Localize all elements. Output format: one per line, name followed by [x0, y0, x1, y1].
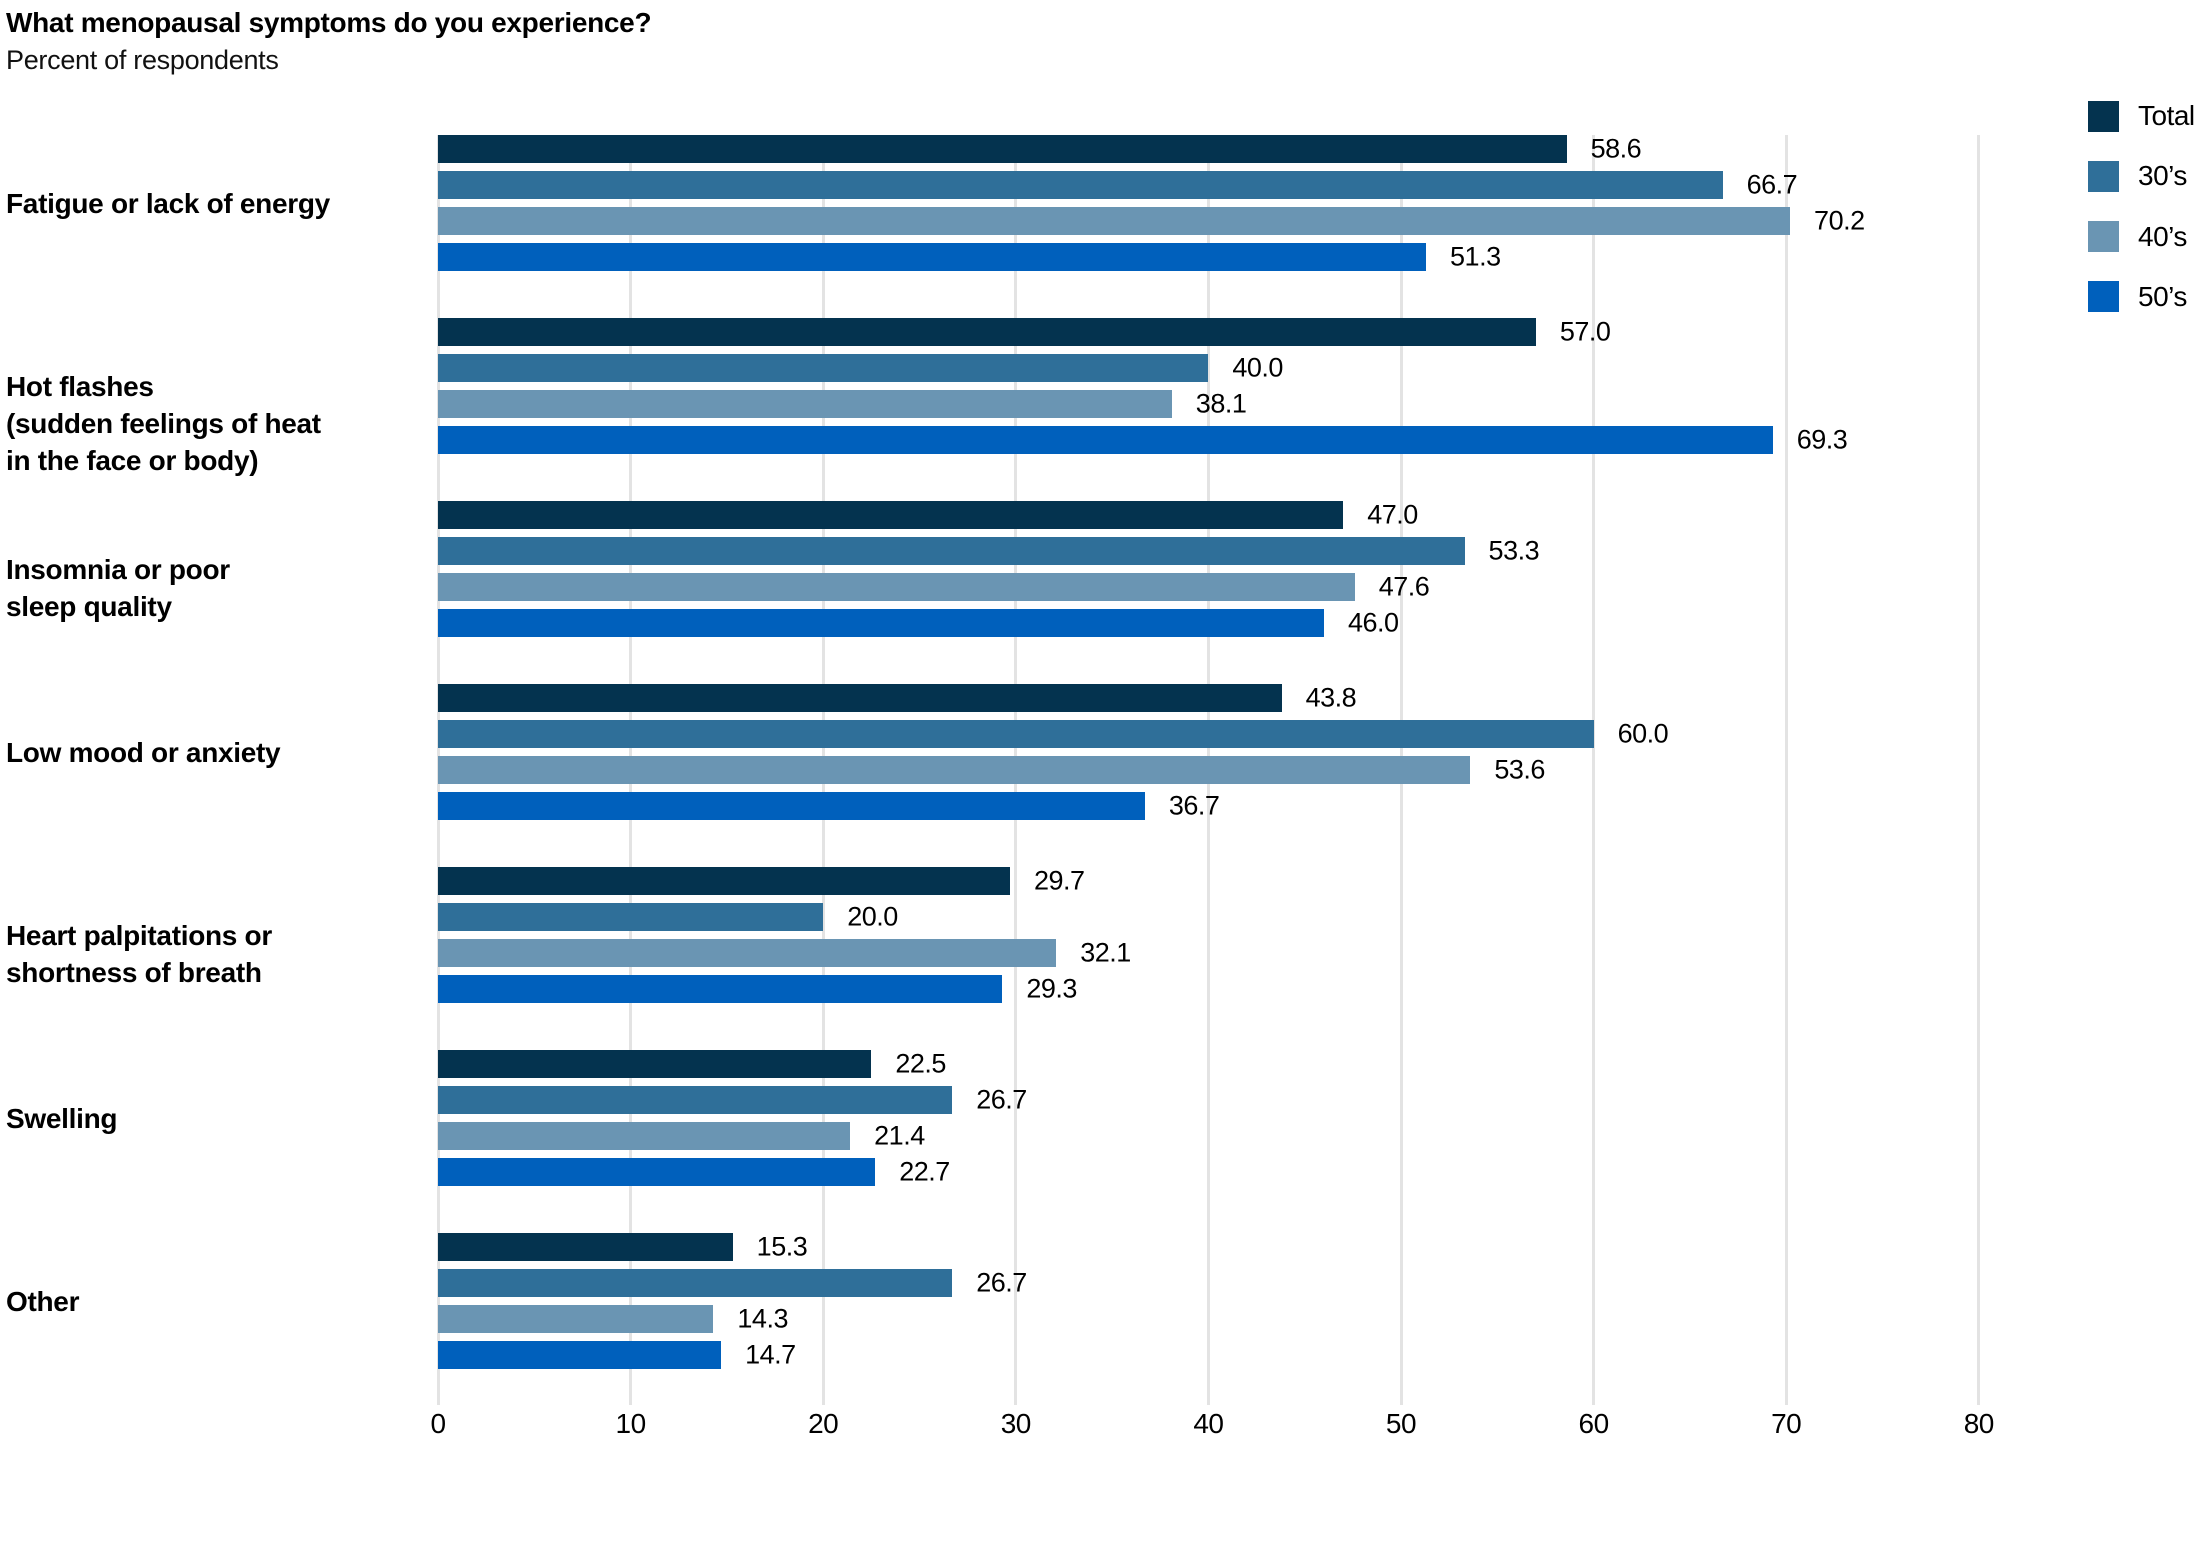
value-label: 21.4: [874, 1120, 925, 1151]
value-label: 66.7: [1746, 169, 1798, 200]
value-label: 40.0: [1232, 352, 1283, 383]
category-label: Hot flashes (sudden feelings of heat in …: [6, 370, 321, 476]
bar-50s-segment: [438, 609, 1324, 637]
x-tick-label: 30: [1000, 1408, 1032, 1439]
value-label: 57.0: [1559, 316, 1611, 347]
value-label: 26.7: [976, 1267, 1027, 1298]
bar-Total-segment: [438, 1233, 733, 1261]
value-label: 53.3: [1488, 535, 1540, 566]
legend-swatch: [2088, 281, 2119, 313]
value-label: 29.3: [1026, 973, 1077, 1004]
bar-40s-segment: [438, 573, 1355, 601]
bar-30s-segment: [438, 720, 1594, 748]
bar-30s-segment: [438, 354, 1209, 382]
value-label: 20.0: [847, 901, 898, 932]
bar-Total-segment: [438, 684, 1282, 712]
legend-item: Total: [2088, 100, 2195, 132]
legend-swatch: [2088, 160, 2119, 192]
grid-line: [1977, 135, 1981, 1405]
value-label: 38.1: [1195, 388, 1247, 419]
bar-40s-segment: [438, 1122, 851, 1150]
chart-title: What menopausal symptoms do you experien…: [6, 7, 652, 38]
legend-label: 50’s: [2138, 280, 2187, 312]
bar-Total-segment: [438, 501, 1344, 529]
category-label: Low mood or anxiety: [6, 736, 281, 768]
chart-subtitle: Percent of respondents: [6, 44, 279, 75]
bar-30s-segment: [438, 903, 824, 931]
value-label: 32.1: [1080, 937, 1131, 968]
x-tick-label: 10: [615, 1408, 647, 1439]
legend-label: 40’s: [2138, 220, 2187, 252]
category-label: Swelling: [6, 1102, 118, 1134]
bar-30s-segment: [438, 1086, 953, 1114]
value-label: 51.3: [1450, 241, 1501, 272]
x-tick-label: 20: [808, 1408, 839, 1439]
legend-swatch: [2088, 221, 2119, 253]
bar-Total-segment: [438, 135, 1567, 163]
category-label: Other: [6, 1285, 80, 1317]
value-label: 15.3: [756, 1231, 808, 1262]
value-label: 70.2: [1814, 205, 1865, 236]
bar-40s-segment: [438, 1305, 714, 1333]
bar-50s-segment: [438, 1158, 876, 1186]
value-label: 46.0: [1347, 607, 1399, 638]
legend-item: 40’s: [2088, 221, 2187, 253]
bar-30s-segment: [438, 1269, 953, 1297]
bar-30s-segment: [438, 537, 1465, 565]
x-tick-label: 80: [1963, 1408, 1995, 1439]
bar-40s-segment: [438, 207, 1791, 235]
x-tick-label: 40: [1193, 1408, 1224, 1439]
category-label: Fatigue or lack of energy: [6, 187, 330, 219]
x-tick-label: 50: [1385, 1408, 1417, 1439]
bar-40s-segment: [438, 390, 1172, 418]
bar-50s-segment: [438, 243, 1427, 271]
legend-item: 30’s: [2088, 160, 2187, 192]
category-label: Insomnia or poor sleep quality: [6, 553, 230, 622]
value-label: 47.6: [1378, 571, 1430, 602]
bar-50s-segment: [438, 1341, 722, 1369]
x-tick-label: 70: [1771, 1408, 1802, 1439]
value-label: 69.3: [1796, 424, 1848, 455]
value-label: 29.7: [1034, 865, 1085, 896]
legend-label: 30’s: [2138, 160, 2187, 192]
bar-50s-segment: [438, 792, 1145, 820]
bar-40s-segment: [438, 756, 1471, 784]
bar-Total-segment: [438, 318, 1536, 346]
bar-30s-segment: [438, 171, 1723, 199]
value-label: 43.8: [1305, 682, 1357, 713]
value-label: 60.0: [1617, 718, 1669, 749]
value-label: 14.7: [745, 1339, 796, 1370]
bar-50s-segment: [438, 426, 1773, 454]
value-label: 58.6: [1590, 133, 1642, 164]
grid-line: [1592, 135, 1596, 1405]
legend-label: Total: [2138, 100, 2195, 131]
legend-item: 50’s: [2088, 281, 2187, 313]
x-tick-label: 0: [430, 1408, 446, 1439]
value-label: 14.3: [737, 1303, 788, 1334]
chart-header: What menopausal symptoms do you experien…: [6, 6, 652, 76]
legend-swatch: [2088, 100, 2119, 132]
value-label: 36.7: [1168, 790, 1220, 821]
x-tick-label: 60: [1578, 1408, 1610, 1439]
value-label: 47.0: [1367, 499, 1418, 530]
bar-Total-segment: [438, 867, 1011, 895]
value-label: 53.6: [1494, 754, 1545, 785]
bar-50s-segment: [438, 975, 1003, 1003]
bar-40s-segment: [438, 939, 1057, 967]
value-label: 22.5: [895, 1048, 946, 1079]
value-label: 22.7: [899, 1156, 950, 1187]
category-label: Heart palpitations or shortness of breat…: [6, 919, 272, 988]
grid-line: [1784, 135, 1788, 1405]
bar-Total-segment: [438, 1050, 872, 1078]
value-label: 26.7: [976, 1084, 1027, 1115]
